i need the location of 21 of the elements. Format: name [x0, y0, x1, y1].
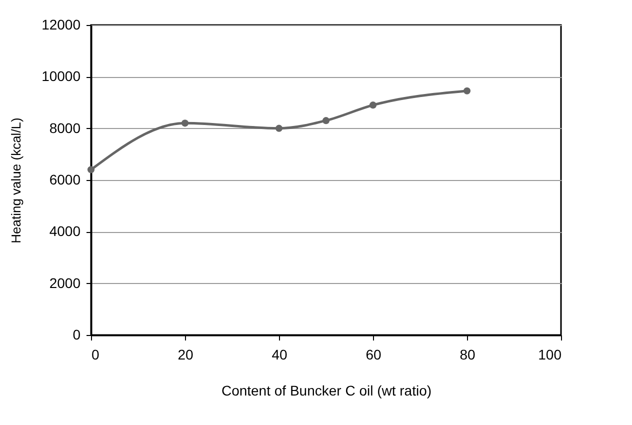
y-axis-title: Heating value (kcal/L) — [8, 118, 24, 244]
point — [463, 87, 471, 94]
point — [87, 166, 95, 174]
y-tick-label: 6000 — [49, 172, 81, 188]
x-tick-label: 40 — [272, 346, 288, 362]
y-tick-label: 2000 — [49, 274, 81, 291]
point — [275, 124, 283, 132]
x-tick-label: 60 — [366, 346, 382, 362]
point — [369, 102, 377, 109]
y-tick-label: 10000 — [42, 68, 81, 84]
y-tick-label: 0 — [72, 326, 81, 342]
y-tick-label: 4000 — [49, 223, 81, 240]
x-tick-label: 0 — [92, 346, 100, 362]
x-tick-label: 80 — [460, 346, 476, 362]
x-tick-label: 20 — [178, 346, 194, 362]
y-tick-label: 8000 — [49, 120, 81, 136]
x-tick-label: 100 — [538, 346, 562, 362]
y-tick-label: 12000 — [42, 16, 81, 32]
point — [322, 117, 330, 124]
x-axis-title: Content of Buncker C oil (wt ratio) — [221, 382, 432, 398]
point — [181, 120, 189, 127]
